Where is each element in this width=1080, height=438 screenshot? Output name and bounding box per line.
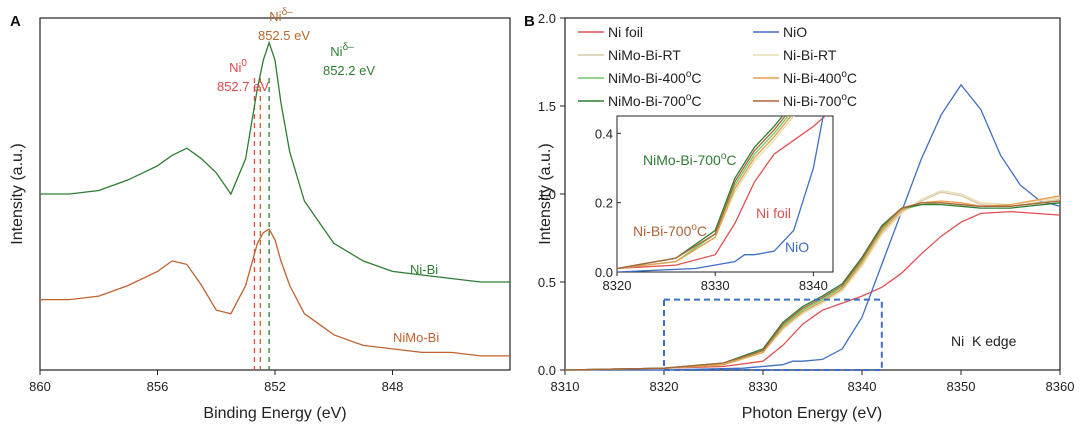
panel-b-x-axis-label: Photon Energy (eV) [742, 405, 883, 422]
series-line-nimo-bi [40, 228, 510, 357]
inset-series-line-ni-bi-400c [617, 116, 792, 270]
series-line-ni-foil [564, 210, 1061, 371]
legend-label-ni-400: Ni-Bi-400oC [783, 69, 857, 86]
panel-b-letter: B [524, 13, 535, 30]
inset-series [617, 116, 827, 272]
ni0-value: 852.7 eV [217, 79, 269, 94]
ni-delta-annotation-1: Niδ– [269, 7, 293, 24]
panel-b-x-tick-label: 8350 [947, 379, 976, 394]
panel-a-series [40, 40, 510, 357]
inset-series-line-nimo-bi-400c [617, 116, 789, 270]
legend-label-nimo-rt: NiMo-Bi-RT [608, 47, 681, 63]
panel-b-x-tick-label: 8310 [551, 379, 580, 394]
ni0-annotation: Ni0 [229, 58, 247, 75]
inset-label-ni-foil: Ni foil [756, 205, 791, 221]
panel-b-x-tick-label: 8320 [650, 379, 679, 394]
panel-b-y-tick-label: 0.0 [538, 363, 556, 378]
panel-b-x-tick-label: 8330 [749, 379, 778, 394]
panel-a-frame [39, 17, 511, 371]
legend-label-nimo-400: NiMo-Bi-400oC [608, 69, 702, 86]
panel-b-y-tick-label: 2.0 [538, 11, 556, 26]
curve-label-nimo-bi: NiMo-Bi [393, 330, 439, 345]
panel-a-x-tick-label: 852 [264, 379, 286, 394]
series-line-ni-bi-400c [564, 195, 1061, 371]
series-line-ni-bi [40, 40, 510, 283]
panel-b-y-tick-label: 0.5 [538, 275, 556, 290]
panel-a-x-ticks: 860 856 852 848 [29, 370, 403, 394]
inset-label-nio: NiO [785, 239, 809, 255]
legend-label-ni-foil: Ni foil [608, 24, 643, 40]
series-line-nio [565, 83, 1061, 371]
ni-delta-value-1: 852.5 eV [258, 28, 310, 43]
panel-a-reference-lines [253, 78, 270, 370]
ni-delta-annotation-2: Niδ– [330, 42, 354, 59]
panel-a-x-tick-label: 848 [382, 379, 404, 394]
panel-b: B 8310 8320 8330 8340 8350 8360 0.0 0.5 1.0 1.5 2.… [524, 11, 1075, 422]
inset-series-line-nimo-bi-700c [617, 116, 784, 270]
panel-a-x-tick-label: 856 [147, 379, 169, 394]
inset-label-nimo-bi-700: NiMo-Bi-700oC [643, 151, 737, 168]
panel-b-y-tick-label: 1.0 [538, 187, 556, 202]
ni-k-edge-label: Ni K edge [951, 333, 1017, 349]
inset-y-tick-label: 0.0 [595, 265, 613, 280]
inset-y-tick-label: 0.2 [595, 196, 613, 211]
panel-a: A 860 856 852 848 Binding Energy (eV) Inten… [9, 7, 511, 422]
ni-delta-value-2: 852.2 eV [323, 63, 375, 78]
panel-a-x-tick-label: 860 [29, 379, 51, 394]
series-line-ni-bi-700c [564, 200, 1061, 371]
inset-y-tick-label: 0.4 [595, 126, 613, 141]
panel-b-series [564, 83, 1061, 371]
inset-x-tick-label: 8330 [701, 278, 730, 293]
inset-frame [616, 115, 834, 273]
legend-label-nio: NiO [783, 24, 807, 40]
panel-b-legend: Ni foil NiO NiMo-Bi-RT Ni-Bi-RT NiMo-Bi-… [578, 24, 857, 109]
panel-b-x-tick-label: 8340 [848, 379, 877, 394]
panel-a-y-axis-label: Intensity (a.u.) [9, 143, 26, 244]
legend-label-nimo-700: NiMo-Bi-700oC [608, 92, 702, 109]
inset-ticks: 8320 8330 8340 0.0 0.2 0.4 [595, 126, 828, 293]
panel-b-y-axis-label: Intensity (a.u.) [537, 143, 554, 244]
panel-b-x-tick-label: 8360 [1046, 379, 1075, 394]
legend-label-ni-rt: Ni-Bi-RT [783, 47, 837, 63]
inset-label-ni-bi-700: Ni-Bi-700oC [633, 222, 707, 239]
panel-b-inset: 8320 8330 8340 0.0 0.2 0.4 NiMo-Bi-700oC Ni-B… [595, 115, 834, 293]
panel-a-x-axis-label: Binding Energy (eV) [203, 405, 346, 422]
inset-series-line-ni-foil [617, 116, 827, 270]
inset-zoom-box [663, 298, 883, 372]
inset-x-tick-label: 8320 [603, 278, 632, 293]
legend-label-ni-700: Ni-Bi-700oC [783, 92, 857, 109]
series-line-nimo-bi-700c [564, 202, 1061, 371]
curve-label-ni-bi: Ni-Bi [410, 262, 438, 277]
inset-series-line-nio [617, 116, 824, 272]
panel-b-ticks: 8310 8320 8330 8340 8350 8360 0.0 0.5 1.0 1.5 2.0 [538, 11, 1075, 394]
panel-b-y-tick-label: 1.5 [538, 99, 556, 114]
inset-x-tick-label: 8340 [799, 278, 828, 293]
panel-a-letter: A [10, 13, 21, 30]
inset-series-line-ni-bi-700c [617, 116, 787, 270]
